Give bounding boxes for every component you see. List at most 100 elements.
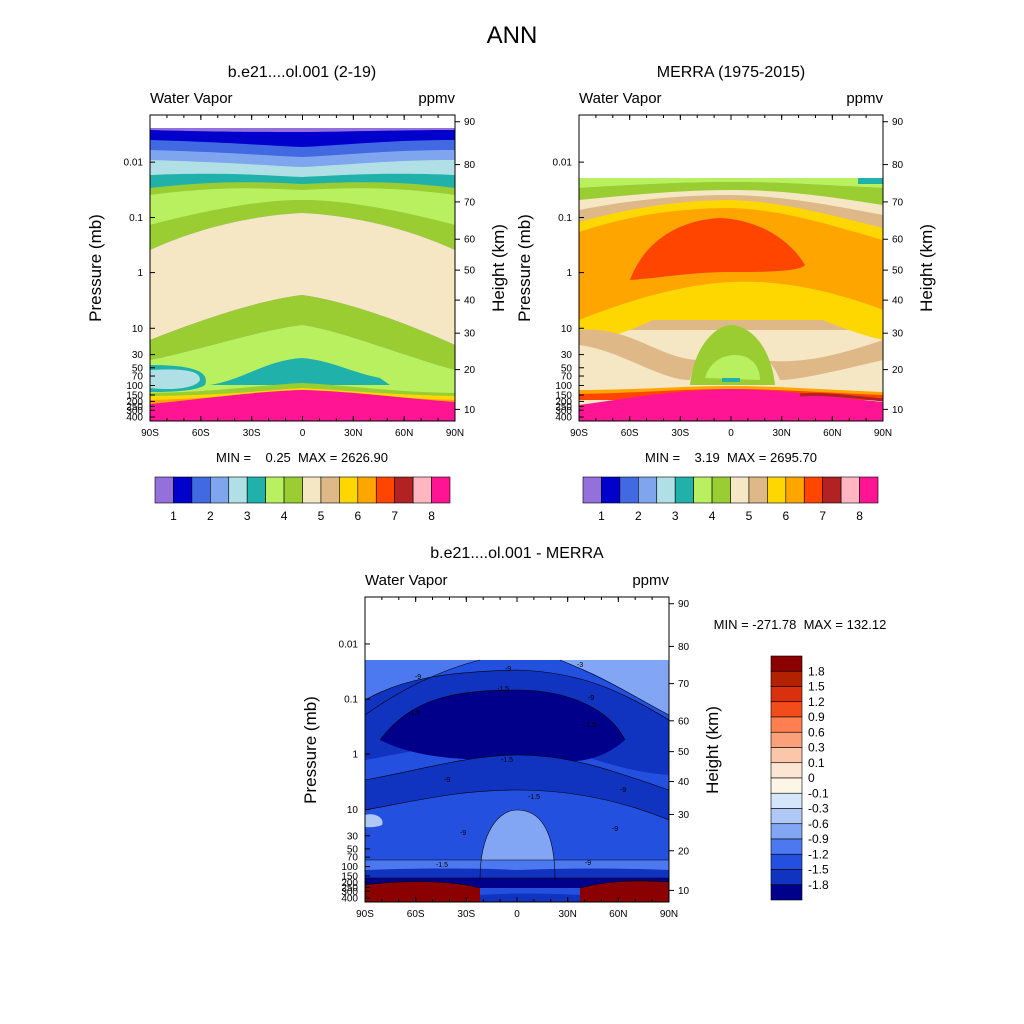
contour-label: -1.5 bbox=[501, 757, 513, 764]
colorbar-label: 5 bbox=[318, 509, 325, 523]
p-tick-label: 100 bbox=[555, 381, 572, 392]
panel-title: MERRA (1975-2015) bbox=[657, 64, 806, 81]
colorbar-label: -1.5 bbox=[808, 863, 829, 877]
colorbar-swatch bbox=[601, 476, 621, 504]
p-tick-label: 400 bbox=[126, 413, 143, 424]
colorbar-swatch bbox=[748, 476, 768, 504]
colorbar-label: 3 bbox=[244, 509, 251, 523]
p-tick-label: 250 bbox=[555, 402, 572, 413]
panel-model: b.e21....ol.001 (2-19) Water Vapor ppmv bbox=[86, 64, 508, 523]
min-max-label: MIN = -271.78 MAX = 132.12 bbox=[714, 617, 887, 632]
h-tick-label: 30 bbox=[892, 329, 904, 340]
min-max-label: MIN = 0.25 MAX = 2626.90 bbox=[216, 450, 388, 465]
h-tick-label: 50 bbox=[678, 747, 690, 758]
panel-title: b.e21....ol.001 - MERRA bbox=[430, 545, 604, 562]
h-tick-label: 20 bbox=[678, 846, 690, 857]
x-tick-label: 90S bbox=[141, 428, 159, 439]
colorbar-swatch bbox=[770, 853, 803, 870]
colorbar-swatch bbox=[302, 476, 322, 504]
x-tick-label: 60N bbox=[823, 428, 841, 439]
p-tick-label: 10 bbox=[561, 324, 573, 335]
colorbar-label: 6 bbox=[782, 509, 789, 523]
colorbar-swatch bbox=[191, 476, 211, 504]
colorbar-swatch bbox=[770, 686, 803, 703]
colorbar-swatch bbox=[770, 747, 803, 764]
x-tick-label: 90S bbox=[570, 428, 588, 439]
colorbar-swatch bbox=[320, 476, 340, 504]
contour-label: -3 bbox=[577, 662, 583, 669]
contour-label: -1.5 bbox=[528, 794, 540, 801]
h-tick-label: 40 bbox=[892, 296, 904, 307]
x-tick-label: 60N bbox=[395, 428, 413, 439]
colorbar-label: -0.6 bbox=[808, 817, 829, 831]
p-tick-label: 70 bbox=[132, 372, 144, 383]
h-tick-label: 40 bbox=[464, 296, 476, 307]
contour-label: -9 bbox=[612, 826, 618, 833]
main-title: ANN bbox=[487, 22, 538, 49]
contour-label: -9 bbox=[460, 830, 466, 837]
colorbar-swatch bbox=[357, 476, 377, 504]
p-tick-label: 300 bbox=[126, 406, 143, 417]
colorbar-label: 1.2 bbox=[808, 695, 825, 709]
p-tick-label: 50 bbox=[132, 363, 144, 374]
colorbar-label: 4 bbox=[281, 509, 288, 523]
colorbar-label: 8 bbox=[428, 509, 435, 523]
colorbar-swatch bbox=[693, 476, 713, 504]
colorbar-label: -1.2 bbox=[808, 847, 829, 861]
colorbar-swatch bbox=[770, 731, 803, 748]
p-tick-label: 0.01 bbox=[339, 639, 359, 650]
x-tick-label: 60N bbox=[609, 909, 627, 920]
colorbar-swatch bbox=[803, 476, 823, 504]
colorbar-label: 3 bbox=[672, 509, 679, 523]
colorbar-label: 0.1 bbox=[808, 756, 825, 770]
p-tick-label: 1 bbox=[352, 750, 358, 761]
colorbar-swatch bbox=[770, 869, 803, 886]
p-tick-label: 400 bbox=[341, 894, 358, 905]
p-tick-label: 200 bbox=[126, 397, 143, 408]
colorbar-swatch bbox=[394, 476, 414, 504]
x-tick-label: 30S bbox=[457, 909, 475, 920]
h-tick-label: 70 bbox=[464, 197, 476, 208]
p-tick-label: 0.1 bbox=[129, 213, 143, 224]
h-tick-label: 10 bbox=[892, 405, 904, 416]
y-axis-label: Pressure (mb) bbox=[515, 214, 534, 322]
p-tick-label: 400 bbox=[555, 413, 572, 424]
colorbar-vertical: 1.81.51.20.90.60.30.10-0.1-0.3-0.6-0.9-1… bbox=[770, 655, 829, 901]
colorbar-swatch bbox=[770, 823, 803, 840]
p-tick-label: 150 bbox=[126, 390, 143, 401]
y-axis-label: Pressure (mb) bbox=[86, 214, 105, 322]
x-tick-label: 0 bbox=[514, 909, 520, 920]
x-tick-label: 90N bbox=[874, 428, 892, 439]
colorbar-label: 6 bbox=[354, 509, 361, 523]
y2-axis-label: Height (km) bbox=[489, 224, 508, 312]
colorbar-swatch bbox=[770, 808, 803, 825]
variable-label: Water Vapor bbox=[579, 90, 662, 107]
colorbar-swatch bbox=[785, 476, 805, 504]
colorbar-label: -1.8 bbox=[808, 878, 829, 892]
h-tick-label: 50 bbox=[892, 266, 904, 277]
p-tick-label: 30 bbox=[347, 831, 359, 842]
variable-label: Water Vapor bbox=[150, 90, 233, 107]
colorbar-label: 0 bbox=[808, 771, 815, 785]
contour-label: -9 bbox=[415, 674, 421, 681]
p-tick-label: 0.1 bbox=[558, 213, 572, 224]
h-tick-label: 90 bbox=[464, 117, 476, 128]
contour-fill-model bbox=[150, 115, 455, 421]
colorbar-label: 7 bbox=[391, 509, 398, 523]
h-tick-label: 80 bbox=[678, 642, 690, 653]
x-tick-label: 90N bbox=[446, 428, 464, 439]
h-tick-label: 30 bbox=[464, 329, 476, 340]
h-tick-label: 50 bbox=[464, 266, 476, 277]
colorbar-swatch bbox=[375, 476, 395, 504]
contour-label: -9 bbox=[588, 695, 594, 702]
p-tick-label: 0.1 bbox=[344, 695, 358, 706]
panel-difference: b.e21....ol.001 - MERRA Water Vapor ppmv bbox=[301, 545, 886, 920]
colorbar-label: 2 bbox=[635, 509, 642, 523]
colorbar: 1 2 3 4 5 6 7 8 bbox=[154, 476, 451, 523]
colorbar-label: 0.3 bbox=[808, 741, 825, 755]
x-tick-label: 30S bbox=[671, 428, 689, 439]
p-tick-label: 300 bbox=[341, 887, 358, 898]
colorbar-swatch bbox=[674, 476, 694, 504]
h-tick-label: 90 bbox=[678, 599, 690, 610]
